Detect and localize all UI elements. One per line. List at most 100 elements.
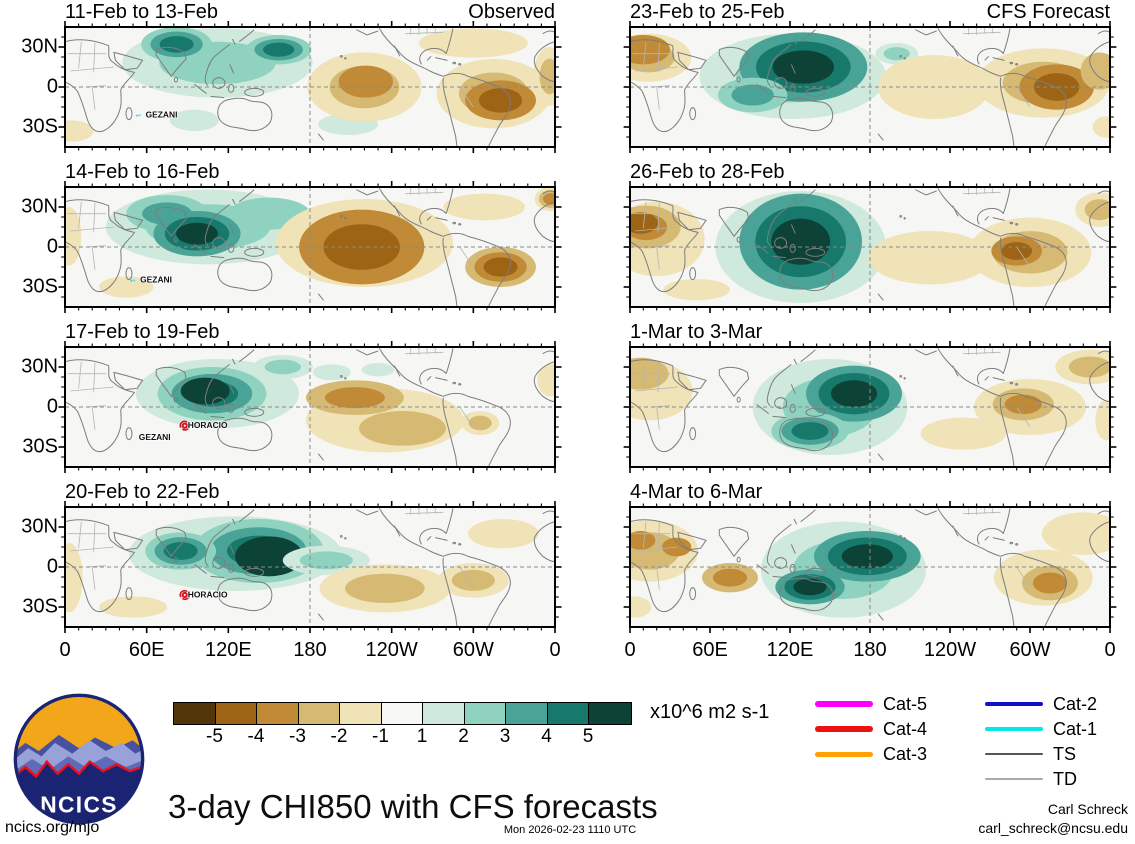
y-axis-label: 30N: [21, 35, 58, 58]
main-title: 3-day CHI850 with CFS forecasts: [168, 788, 658, 825]
colorbar-units: x10^6 m2 s-1: [650, 701, 770, 723]
anomaly-colorbar: [173, 702, 632, 725]
storm-marker: GEZANI: [138, 432, 171, 443]
y-axis-label: 0: [46, 555, 58, 578]
x-axis-label: 120E: [204, 639, 252, 661]
map-panel-4: HORACIO: [65, 507, 555, 627]
legend-item: Cat-4: [815, 719, 927, 739]
map-panel-8: [630, 507, 1110, 627]
y-axis-label: 30S: [22, 115, 58, 138]
colorbar-cell: [589, 703, 631, 724]
legend-label: TS: [1053, 743, 1077, 764]
y-axis-label: 30N: [21, 195, 58, 218]
y-axis-label: 0: [46, 75, 58, 98]
panel-title: 17-Feb to 19-Feb: [65, 321, 220, 343]
legend-line-cat-3: [815, 751, 873, 757]
x-axis-label: 180: [293, 639, 327, 661]
colorbar-cell: [506, 703, 548, 724]
x-axis-label: 0: [59, 639, 71, 661]
legend-label: Cat-1: [1053, 718, 1098, 739]
map-panel-5: [630, 27, 1110, 147]
y-axis-label: 30S: [22, 435, 58, 458]
legend-label: TD: [1053, 768, 1077, 789]
legend-item: TD: [985, 769, 1077, 789]
panel-title: 1-Mar to 3-Mar: [630, 321, 763, 343]
x-axis-label: 60W: [1009, 639, 1051, 661]
x-axis-label: 180: [853, 639, 887, 661]
map-panel-6: [630, 187, 1110, 307]
colorbar-tick-label: 3: [499, 726, 511, 747]
colorbar-tick-label: -4: [247, 726, 265, 747]
map-panel-2: GEZANI: [65, 187, 555, 307]
storm-label: GEZANI: [140, 275, 172, 285]
x-axis-label: 0: [1104, 639, 1116, 661]
storm-marker: HORACIO: [180, 420, 229, 430]
colorbar-tick-label: -3: [289, 726, 306, 747]
panel-title: 11-Feb to 13-Feb: [65, 1, 219, 23]
x-axis-label: 120W: [365, 639, 418, 661]
panel-title: 4-Mar to 6-Mar: [630, 481, 763, 503]
colorbar-tick-label: -1: [372, 726, 389, 747]
storm-label: GEZANI: [139, 432, 171, 442]
ncics-logo: NCICS: [13, 693, 145, 825]
x-axis-label: 60W: [452, 639, 494, 661]
y-axis-label: 0: [46, 395, 58, 418]
y-axis-label: 0: [46, 235, 58, 258]
legend-item: Cat-2: [985, 694, 1097, 714]
logo-red-ridge: [15, 759, 143, 779]
x-axis-label: 0: [624, 639, 636, 661]
storm-marker: GEZANI: [136, 109, 178, 120]
colorbar-cell: [464, 703, 506, 724]
colorbar-cell: [215, 703, 257, 724]
colorbar-cell: [547, 703, 589, 724]
legend-label: Cat-4: [883, 718, 928, 739]
colorbar-tick-label: 4: [541, 726, 552, 747]
colorbar-cell: [257, 703, 299, 724]
colorbar-tick-label: 2: [458, 726, 469, 747]
storm-label: HORACIO: [188, 589, 228, 599]
colorbar-cell: [174, 703, 216, 724]
x-axis-label: 120E: [766, 639, 814, 661]
y-axis-label: 30S: [22, 595, 58, 618]
legend-item: TS: [985, 744, 1076, 764]
panel-title: 20-Feb to 22-Feb: [65, 481, 220, 503]
legend-item: Cat-1: [985, 719, 1097, 739]
panel-title: 26-Feb to 28-Feb: [630, 161, 785, 183]
x-axis-label: 0: [549, 639, 561, 661]
y-axis-label: 30S: [22, 275, 58, 298]
footer-url: ncics.org/mjo: [5, 819, 100, 836]
map-panel-7: [630, 347, 1110, 467]
colorbar-tick-label: 5: [582, 726, 594, 747]
legend-label: Cat-5: [883, 693, 928, 714]
credit-email: carl_schreck@ncsu.edu: [978, 820, 1128, 836]
y-axis-label: 30N: [21, 515, 58, 538]
colorbar-tick-label: -5: [206, 726, 223, 747]
storm-marker: GEZANI: [130, 274, 173, 285]
panel-title: 23-Feb to 25-Feb: [630, 1, 785, 23]
legend-label: Cat-3: [883, 743, 928, 764]
legend-line-cat-1: [985, 727, 1043, 731]
colorbar-cell: [340, 703, 382, 724]
colorbar-tick-label: -2: [330, 726, 348, 747]
storm-marker: HORACIO: [180, 589, 229, 599]
legend-label: Cat-2: [1053, 693, 1098, 714]
panel-tag: CFS Forecast: [986, 1, 1110, 23]
panel-title: 14-Feb to 16-Feb: [65, 161, 220, 183]
legend-item: Cat-3: [815, 744, 927, 764]
legend-line-td: [985, 778, 1043, 780]
x-axis-label: 60E: [128, 639, 165, 661]
credit-name: Carl Schreck: [1047, 801, 1128, 817]
legend-line-cat-5: [815, 701, 873, 707]
map-panel-1: GEZANI: [65, 27, 555, 147]
x-axis-label: 120W: [923, 639, 977, 661]
panel-tag: Observed: [468, 1, 555, 23]
legend-line-cat-4: [815, 726, 873, 732]
colorbar-cell: [298, 703, 340, 724]
legend-line-cat-2: [985, 702, 1043, 706]
storm-label: HORACIO: [188, 420, 228, 430]
map-panel-3: HORACIO GEZANI: [65, 347, 555, 467]
legend-item: Cat-5: [815, 694, 927, 714]
x-axis-label: 60E: [692, 639, 728, 661]
colorbar-cell: [423, 703, 465, 724]
